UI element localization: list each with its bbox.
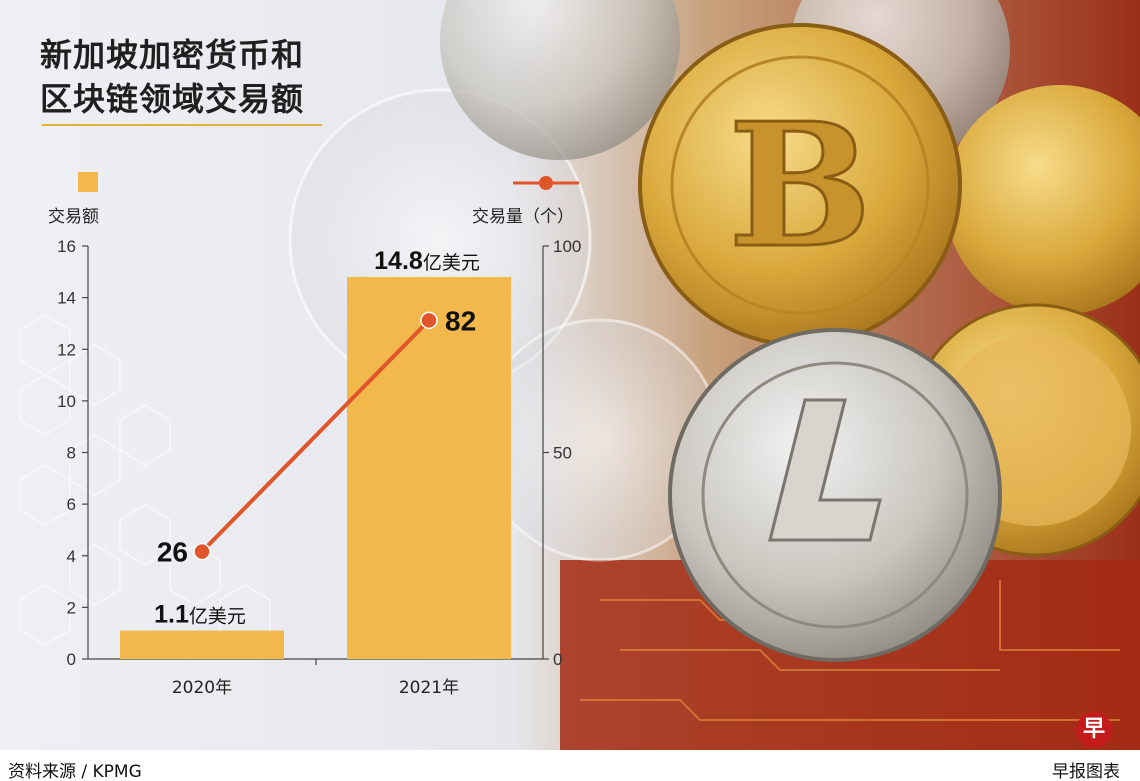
right-tick-label: 50 bbox=[553, 444, 572, 463]
right-axis-ticks: 0 50 100 bbox=[543, 237, 581, 669]
volume-point bbox=[193, 542, 211, 561]
chart-title-line-1: 新加坡加密货币和 bbox=[40, 36, 305, 74]
legend-line-label: 交易量（个） bbox=[472, 207, 574, 227]
zaobao-logo: 早 bbox=[1076, 712, 1112, 748]
x-axis-label: 2020年 bbox=[172, 678, 232, 698]
right-tick-label: 100 bbox=[553, 237, 581, 256]
left-tick-label: 12 bbox=[57, 340, 76, 359]
bar-value-label: 14.8亿美元 bbox=[374, 247, 480, 275]
bar-series: 1.1亿美元 14.8亿美元 bbox=[120, 247, 511, 659]
right-tick-label: 0 bbox=[553, 650, 562, 669]
bar-2020年 bbox=[120, 630, 284, 659]
left-tick-label: 2 bbox=[67, 598, 76, 617]
bar-2021年 bbox=[347, 276, 511, 659]
x-axis-label: 2021年 bbox=[399, 678, 459, 698]
source-note: 资料来源 / KPMG bbox=[8, 762, 142, 781]
volume-point bbox=[420, 311, 438, 330]
volume-value-label: 26 bbox=[157, 537, 188, 568]
chart-title-line-2: 区块链领域交易额 bbox=[40, 80, 305, 118]
line-series: 26 82 bbox=[157, 305, 476, 567]
left-axis-ticks: 0 2 4 6 8 10 12 14 16 bbox=[57, 237, 88, 669]
left-tick-label: 4 bbox=[67, 547, 76, 566]
left-tick-label: 10 bbox=[57, 392, 76, 411]
volume-line bbox=[200, 318, 431, 554]
legend-line-marker bbox=[539, 176, 553, 190]
left-tick-label: 16 bbox=[57, 237, 76, 256]
left-tick-label: 14 bbox=[57, 289, 76, 308]
volume-value-label: 82 bbox=[445, 305, 476, 336]
bar-value-label: 1.1亿美元 bbox=[154, 601, 246, 629]
svg-text:B: B bbox=[728, 86, 872, 286]
left-tick-label: 6 bbox=[67, 495, 76, 514]
legend-bar-label: 交易额 bbox=[48, 207, 99, 227]
left-tick-label: 8 bbox=[67, 444, 76, 463]
left-tick-label: 0 bbox=[67, 650, 76, 669]
credit-note: 早报图表 bbox=[1052, 762, 1120, 781]
x-axis-labels: 2020年 2021年 bbox=[172, 678, 459, 698]
legend-bar-swatch bbox=[78, 172, 98, 192]
